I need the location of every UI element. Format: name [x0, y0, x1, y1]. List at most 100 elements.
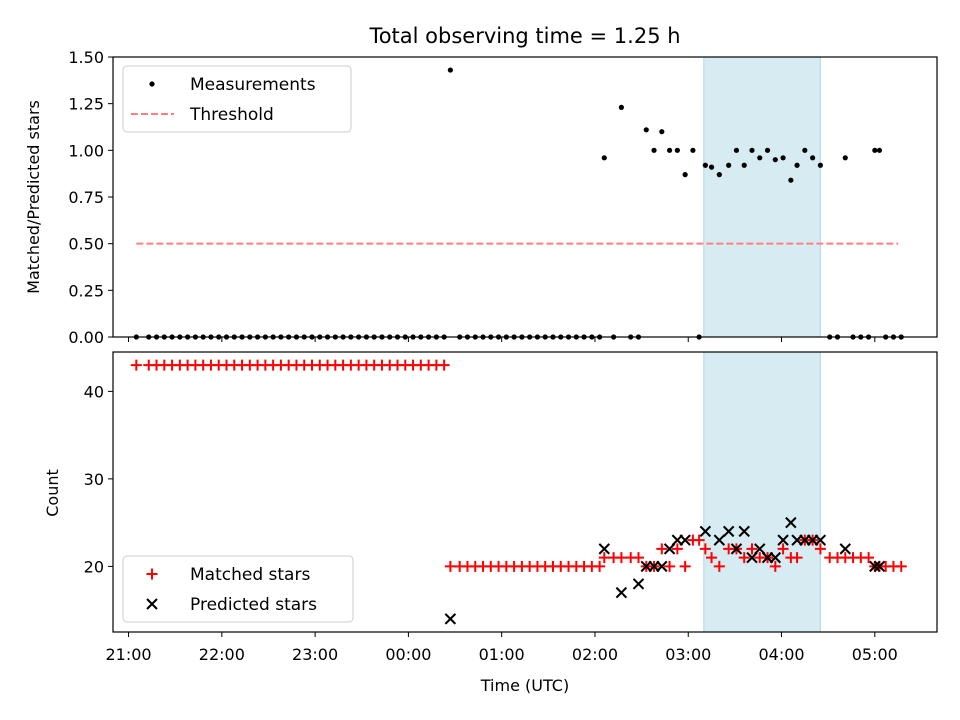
measurement-point	[690, 147, 696, 153]
measurement-point	[794, 162, 800, 168]
legend-matched-glyph	[146, 568, 158, 580]
bottom-y-axis-label: Count	[43, 469, 62, 517]
predicted-star-point	[839, 543, 851, 555]
chart-title: Total observing time = 1.25 h	[368, 24, 680, 48]
legend-threshold-label: Threshold	[189, 105, 274, 125]
bottom-y-tick-label: 40	[84, 382, 104, 401]
top-y-tick-label: 0.50	[68, 235, 104, 254]
legend-predicted-glyph	[146, 598, 158, 610]
matched-star-point	[693, 534, 705, 546]
measurement-point	[764, 147, 771, 153]
matched-star-point	[777, 543, 789, 555]
bottom-axes: 20 30 40 21:00 22:00 23:00 00:00 01:00 02:00 03:0…	[84, 351, 938, 664]
top-highlight-span	[703, 56, 821, 338]
predicted-star-point	[722, 525, 735, 538]
matched-star-point	[863, 552, 875, 564]
bottom-legend-frame	[122, 555, 354, 623]
measurement-point	[702, 162, 708, 168]
matched-star-point	[632, 552, 644, 564]
measurement-point	[772, 157, 778, 163]
top-panel: 0.00 0.25 0.50 0.75 1.00 1.25 1.50 Matched/Pre…	[24, 48, 938, 347]
measurement-point	[876, 147, 883, 153]
bottom-x-tick-label: 01:00	[479, 645, 525, 664]
measurement-point	[810, 155, 816, 161]
matched-star-point	[656, 543, 668, 555]
legend-matched-marker	[146, 568, 158, 580]
top-y-axis-label: Matched/Predicted stars	[24, 100, 43, 294]
star-count-points	[130, 359, 907, 625]
measurement-point	[643, 127, 649, 133]
legend-measurements-marker	[149, 81, 155, 87]
measurement-point	[601, 155, 607, 161]
top-y-tick-label: 0.00	[68, 328, 104, 347]
matched-star-point	[738, 552, 750, 564]
measurement-point	[817, 162, 823, 168]
predicted-star-point	[615, 586, 628, 599]
bottom-highlight-span	[703, 351, 821, 633]
measurement-point	[726, 162, 732, 168]
top-y-tick-label: 1.25	[68, 95, 104, 114]
bottom-x-tick-label: 00:00	[385, 645, 431, 664]
bottom-y-tick-label: 30	[84, 470, 104, 489]
matched-star-point	[594, 560, 606, 572]
matched-star-point	[713, 560, 725, 572]
predicted-star-point	[785, 516, 797, 529]
measurement-point	[666, 147, 673, 153]
x-axis-label: Time (UTC)	[480, 676, 569, 695]
matched-star-point	[615, 552, 627, 564]
top-legend-frame	[122, 65, 352, 133]
matched-star-point	[664, 560, 676, 572]
predicted-star-point	[679, 534, 691, 546]
bottom-x-tick-label: 02:00	[572, 645, 618, 664]
measurement-point	[872, 147, 878, 153]
measurement-point	[757, 155, 763, 161]
legend-measurements-label: Measurements	[190, 75, 316, 95]
matched-star-point	[598, 552, 610, 564]
bottom-x-tick-label: 05:00	[852, 645, 898, 664]
matched-star-point	[706, 552, 718, 564]
bottom-legend: Matched stars Predicted stars	[122, 555, 354, 623]
bottom-panel: 20 30 40 21:00 22:00 23:00 00:00 01:00 02:00 03:0…	[43, 351, 938, 695]
measurement-point	[674, 147, 680, 153]
predicted-star-point	[444, 613, 457, 625]
measurement-point	[708, 164, 715, 170]
legend-predicted-label: Predicted stars	[190, 595, 317, 615]
measurement-point	[780, 155, 786, 161]
bottom-x-tick-label: 22:00	[199, 645, 245, 664]
top-legend: Measurements Threshold	[122, 65, 352, 133]
top-y-tick-label: 0.75	[68, 188, 104, 207]
legend-predicted-marker	[146, 598, 158, 610]
top-y-tick-label: 1.00	[68, 141, 104, 160]
bottom-x-tick-label: 21:00	[105, 645, 151, 664]
matched-star-point	[814, 543, 826, 555]
matched-star-point	[895, 560, 907, 572]
measurement-point	[447, 67, 453, 73]
measurement-point	[659, 129, 665, 135]
predicted-star-point	[730, 543, 743, 555]
matched-star-point	[438, 359, 450, 371]
top-y-tick-label: 1.50	[68, 48, 104, 67]
matched-star-point	[671, 543, 683, 555]
predicted-star-point	[869, 560, 881, 573]
matched-star-point	[130, 359, 142, 371]
predicted-star-point	[713, 534, 726, 546]
matched-star-point	[746, 543, 758, 555]
measurement-points	[133, 67, 904, 340]
matched-star-point	[699, 543, 711, 555]
measurement-point	[618, 104, 624, 110]
measurement-point	[741, 162, 747, 168]
measurement-point	[842, 155, 848, 161]
predicted-star-point	[656, 560, 668, 573]
predicted-star-point	[598, 543, 610, 555]
matched-star-point	[679, 560, 691, 572]
bottom-plot-frame	[112, 351, 938, 633]
matched-star-point	[444, 560, 456, 572]
predicted-star-point	[769, 551, 782, 564]
predicted-star-point	[777, 534, 789, 546]
bottom-x-tick-label: 23:00	[292, 645, 338, 664]
measurement-point	[651, 147, 657, 153]
predicted-star-point	[632, 578, 645, 590]
bottom-x-tick-label: 03:00	[665, 645, 711, 664]
bottom-y-tick-label: 20	[84, 557, 104, 576]
